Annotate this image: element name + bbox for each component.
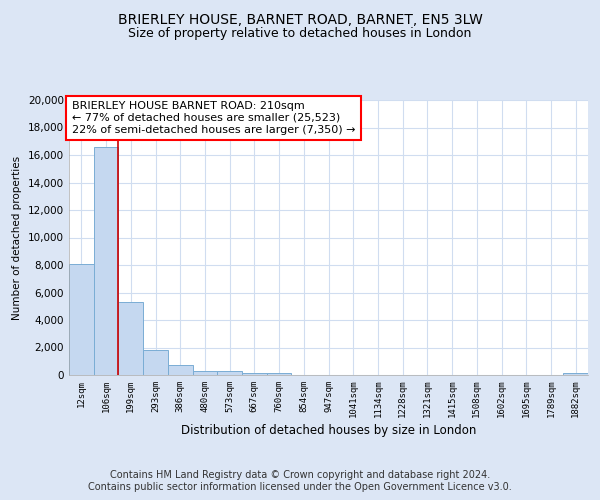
Y-axis label: Number of detached properties: Number of detached properties — [13, 156, 22, 320]
Bar — [69, 264, 94, 375]
Text: BRIERLEY HOUSE BARNET ROAD: 210sqm
← 77% of detached houses are smaller (25,523): BRIERLEY HOUSE BARNET ROAD: 210sqm ← 77%… — [71, 102, 355, 134]
Bar — [193, 370, 217, 375]
Bar — [143, 350, 168, 375]
Bar — [267, 373, 292, 375]
Text: BRIERLEY HOUSE, BARNET ROAD, BARNET, EN5 3LW: BRIERLEY HOUSE, BARNET ROAD, BARNET, EN5… — [118, 12, 482, 26]
Bar — [118, 302, 143, 375]
Text: Contains HM Land Registry data © Crown copyright and database right 2024.: Contains HM Land Registry data © Crown c… — [110, 470, 490, 480]
Bar — [242, 372, 267, 375]
X-axis label: Distribution of detached houses by size in London: Distribution of detached houses by size … — [181, 424, 476, 438]
Text: Contains public sector information licensed under the Open Government Licence v3: Contains public sector information licen… — [88, 482, 512, 492]
Bar — [563, 372, 588, 375]
Bar — [217, 372, 242, 375]
Bar — [168, 365, 193, 375]
Bar — [94, 147, 118, 375]
Text: Size of property relative to detached houses in London: Size of property relative to detached ho… — [128, 28, 472, 40]
